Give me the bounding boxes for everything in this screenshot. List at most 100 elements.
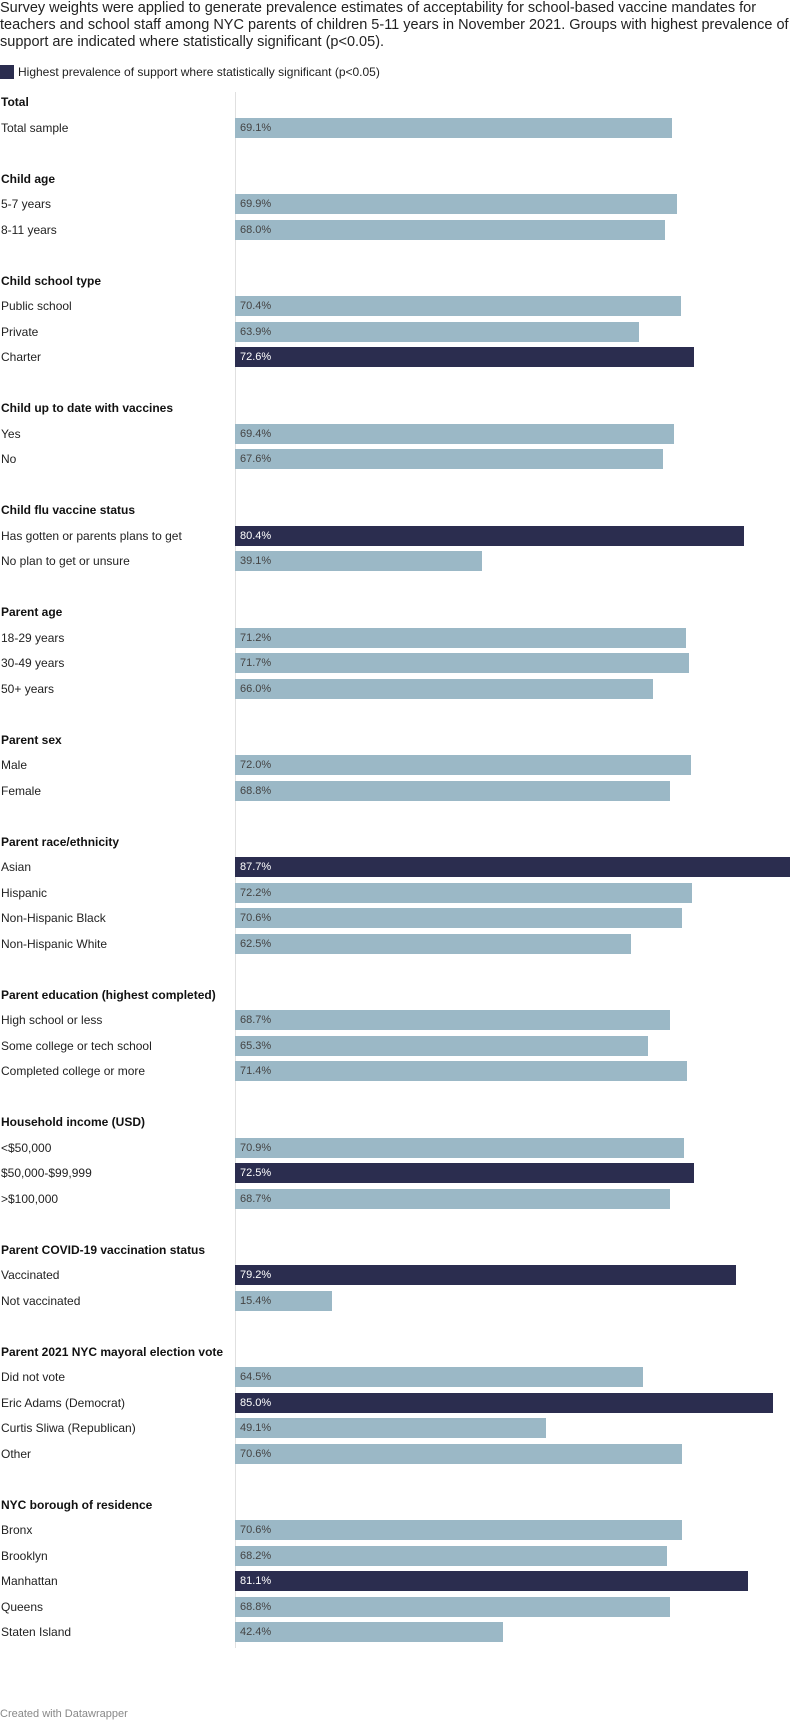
value-label: 80.4% [240,529,272,542]
value-label: 71.2% [240,631,272,644]
group-title: Child up to date with vaccines [1,401,174,415]
category-label: No [1,452,17,466]
category-label: Total sample [1,120,69,135]
bar [235,347,695,367]
bar [235,1061,687,1081]
category-label: 8-11 years [1,222,57,237]
value-label: 70.9% [240,1141,272,1154]
bar [235,449,663,469]
value-label: 68.7% [240,1192,272,1205]
bar [235,933,631,954]
category-label: Eric Adams (Democrat) [1,1395,126,1410]
value-label: 68.7% [240,1014,272,1026]
footer-credit: Created with Datawrapper [0,1708,128,1720]
value-label: 72.6% [240,351,272,363]
bar [235,1010,670,1030]
bar [235,525,744,546]
category-label: Some college or tech school [1,1038,152,1053]
value-label: 71.7% [240,657,272,669]
value-label: 70.6% [240,1524,272,1536]
bar [235,1367,644,1387]
legend: Highest prevalence of support where stat… [0,64,380,80]
bar [235,1520,682,1540]
category-label: Staten Island [1,1625,72,1639]
group-title: Parent 2021 NYC mayoral election vote [1,1344,224,1359]
value-label: 42.4% [240,1626,272,1638]
category-label: <$50,000 [1,1140,52,1155]
value-label: 67.6% [240,453,272,465]
bar [235,857,790,877]
bar [235,908,682,928]
category-label: Manhattan [1,1574,58,1588]
group-title: NYC borough of residence [1,1497,153,1512]
group-title: Parent age [1,605,63,619]
value-label: 71.4% [240,1065,272,1077]
bar [235,1622,504,1642]
value-label: 63.9% [240,325,272,338]
category-label: Did not vote [1,1370,66,1384]
category-label: Queens [1,1599,44,1614]
bar [235,551,483,571]
category-label: Female [1,783,42,798]
bar [235,780,671,801]
group-title: Child flu vaccine status [1,503,136,517]
value-label: 70.6% [240,1447,272,1460]
category-label: Vaccinated [1,1268,60,1282]
category-label: Brooklyn [1,1548,48,1563]
chart-subtitle: Survey weights were applied to generate … [0,0,789,50]
value-label: 69.1% [240,121,272,134]
value-label: 81.1% [240,1575,272,1587]
category-label: Bronx [1,1523,33,1537]
category-label: Male [1,758,28,772]
group-title: Parent sex [1,732,62,747]
bar [235,1571,749,1591]
value-label: 70.4% [240,300,272,312]
bar [235,194,678,214]
group-title: Total [1,95,29,109]
value-label: 69.4% [240,427,272,440]
bar [235,1596,671,1617]
value-label: 68.2% [240,1549,272,1562]
group-title: Parent race/ethnicity [1,834,120,849]
category-label: Hispanic [1,885,48,900]
value-label: 15.4% [240,1294,272,1307]
value-label: 85.0% [240,1396,272,1409]
category-label: Yes [1,426,21,441]
group-title: Child school type [1,273,102,288]
group-title: Household income (USD) [1,1115,146,1129]
category-label: Non-Hispanic White [1,936,108,951]
bar [235,321,640,342]
legend-label: Highest prevalence of support where stat… [18,65,380,79]
bar [235,1545,667,1566]
bar [235,1392,773,1413]
value-label: 49.1% [240,1422,272,1434]
bar [235,627,686,648]
value-label: 68.8% [240,784,272,797]
value-label: 62.5% [240,937,272,950]
bar [235,1163,694,1183]
category-label: 50+ years [1,681,55,696]
legend-swatch [0,65,14,79]
bar [235,1443,682,1464]
category-label: 18-29 years [1,630,65,645]
category-label: Public school [1,299,72,313]
bar [235,1290,333,1311]
value-label: 70.6% [240,912,272,924]
bar [235,755,691,775]
category-label: Completed college or more [1,1064,146,1078]
category-label: Has gotten or parents plans to get [1,528,182,543]
value-label: 65.3% [240,1039,272,1052]
category-label: Curtis Sliwa (Republican) [1,1421,136,1435]
bar [235,1265,737,1285]
bar [235,882,692,903]
category-label: Charter [1,350,42,364]
value-label: 72.0% [240,759,272,771]
value-label: 66.0% [240,682,272,695]
bar [235,1137,684,1158]
value-label: 69.9% [240,198,272,210]
value-label: 72.2% [240,886,272,899]
category-label: Asian [1,860,32,874]
category-label: High school or less [1,1013,103,1027]
bar [235,1188,670,1209]
category-label: 5-7 years [1,197,52,211]
